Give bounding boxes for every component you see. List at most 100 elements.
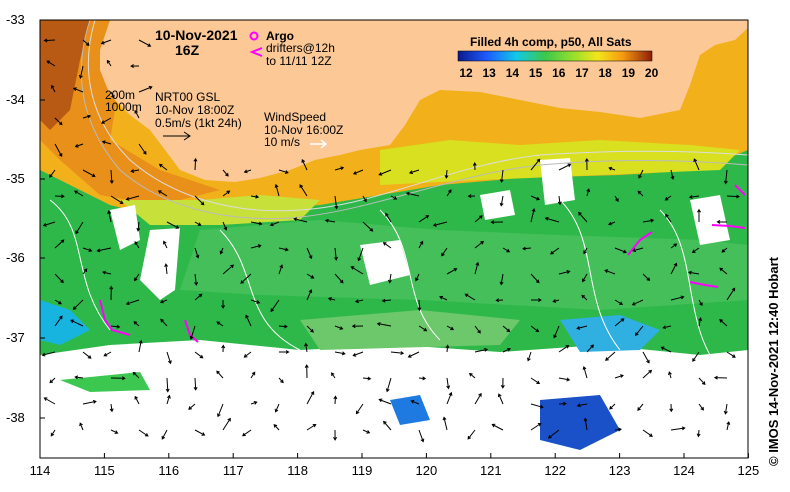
current-arrow (558, 270, 571, 275)
current-arrow (138, 85, 153, 93)
current-arrow (390, 351, 405, 356)
current-arrow (472, 162, 477, 171)
current-arrow (474, 347, 489, 353)
current-arrow (558, 345, 570, 353)
current-arrow (82, 169, 96, 178)
x-tick-label: 117 (222, 463, 244, 478)
current-arrow (604, 269, 616, 275)
current-arrow (101, 140, 112, 145)
current-arrow (189, 325, 196, 340)
current-arrow (357, 247, 364, 262)
current-arrow (696, 429, 701, 438)
current-arrow (125, 299, 140, 306)
current-arrow (133, 321, 140, 327)
current-arrow (418, 325, 428, 332)
current-arrow (41, 351, 56, 357)
current-arrow (474, 392, 482, 405)
current-arrow (166, 394, 171, 405)
current-arrow (497, 393, 504, 405)
current-arrow (670, 262, 678, 275)
current-arrow (605, 351, 616, 361)
colorbar-tick-label: 12 (459, 66, 473, 80)
current-arrow (687, 270, 700, 275)
current-arrow (432, 221, 448, 227)
current-arrow (445, 344, 450, 353)
current-arrow (362, 221, 374, 232)
x-tick-label: 124 (673, 463, 695, 478)
colorbar-tick-label: 15 (528, 66, 543, 80)
current-arrow (691, 247, 700, 253)
credit-text: © IMOS 14-Nov-2021 12:40 Hobart (766, 257, 781, 466)
current-arrow (474, 215, 483, 223)
current-arrow (642, 273, 651, 282)
current-arrow (221, 344, 226, 353)
current-arrow (441, 247, 448, 257)
current-arrow (75, 221, 84, 235)
current-arrow (586, 344, 594, 353)
drifter-track (711, 224, 746, 229)
current-arrow (327, 297, 336, 301)
current-arrow (138, 429, 149, 437)
current-arrow (194, 247, 200, 259)
current-arrow (418, 376, 427, 381)
current-arrow (713, 375, 728, 380)
map-date: 10-Nov-2021 (155, 27, 238, 43)
x-tick-label: 125 (737, 463, 760, 478)
current-arrow (130, 169, 140, 173)
current-arrow (362, 376, 372, 381)
current-arrow (82, 268, 88, 275)
nrt-line3: 0.5m/s (1kt 24h) (155, 116, 242, 130)
current-arrow (698, 377, 706, 385)
current-arrow (362, 195, 367, 203)
isobath-200-label: 200m (105, 88, 136, 102)
current-arrow (576, 403, 588, 408)
current-arrow (103, 351, 112, 357)
current-arrow (250, 244, 262, 249)
current-arrow (698, 317, 703, 327)
current-arrow (378, 398, 392, 405)
current-arrow (669, 403, 674, 413)
current-arrow (125, 195, 140, 201)
current-arrow (243, 169, 252, 174)
current-arrow (614, 195, 619, 203)
current-arrow (417, 299, 422, 312)
current-arrow (552, 299, 560, 303)
current-arrow (54, 273, 64, 284)
current-arrow (222, 417, 231, 431)
current-arrow (159, 299, 168, 304)
current-arrow (334, 351, 346, 356)
x-tick-label: 114 (29, 463, 51, 478)
current-arrow (530, 422, 542, 431)
x-tick-label: 122 (544, 463, 567, 478)
current-arrow (583, 417, 588, 431)
current-arrow (502, 347, 511, 353)
current-arrow (306, 289, 313, 301)
wind-scale-arrow-icon (310, 139, 328, 149)
current-arrow (134, 273, 140, 282)
current-arrow (193, 377, 198, 391)
current-arrow (222, 221, 228, 231)
current-arrow (42, 221, 56, 227)
current-arrow (642, 218, 655, 223)
current-arrow (74, 143, 84, 148)
current-arrow (222, 264, 235, 275)
current-arrow (278, 377, 284, 384)
current-arrow (642, 369, 653, 379)
current-arrow (670, 426, 686, 431)
current-arrow (54, 299, 62, 305)
velocity-arrows (41, 38, 740, 443)
drifter-track (184, 319, 199, 343)
current-arrow (530, 208, 536, 223)
colorbar-tick-label: 20 (644, 66, 659, 80)
current-arrow (637, 403, 644, 411)
current-arrow (586, 188, 591, 197)
current-arrow (467, 194, 476, 199)
y-tick-label: -34 (6, 92, 25, 107)
current-arrow (468, 372, 476, 379)
current-arrow (102, 270, 112, 275)
current-arrow (54, 239, 65, 249)
current-arrow (381, 298, 392, 303)
colorbar-tick-label: 13 (482, 66, 496, 80)
current-arrow (216, 321, 224, 327)
colorbar-tick-label: 18 (598, 66, 612, 80)
